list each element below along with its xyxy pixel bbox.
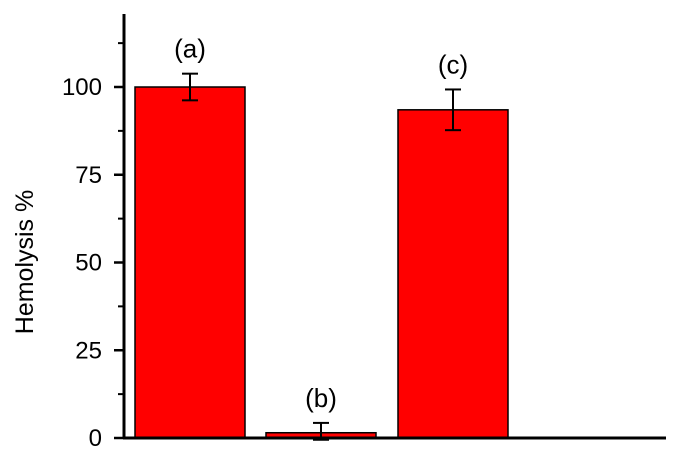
bar-3 — [397, 109, 509, 439]
y-tick-label-25: 25 — [75, 337, 102, 364]
error-bars-layer — [182, 72, 461, 441]
error-bar-1 — [182, 72, 198, 102]
bar-1 — [134, 86, 246, 439]
error-bar-3 — [445, 88, 461, 132]
y-tick-label-100: 100 — [62, 74, 102, 101]
y-axis-title: Hemolysis % — [11, 190, 39, 334]
y-tick-label-50: 50 — [75, 250, 102, 277]
bar-labels-layer: (a) (b) (c) — [174, 34, 468, 413]
axes-layer: 0 25 50 75 100 — [62, 14, 666, 452]
bars-layer — [134, 86, 509, 439]
y-tick-label-75: 75 — [75, 162, 102, 189]
y-tick-label-0: 0 — [89, 425, 102, 452]
bar-label-3: (c) — [438, 49, 468, 79]
bar-label-2: (b) — [305, 383, 337, 413]
bar-label-1: (a) — [174, 34, 206, 64]
